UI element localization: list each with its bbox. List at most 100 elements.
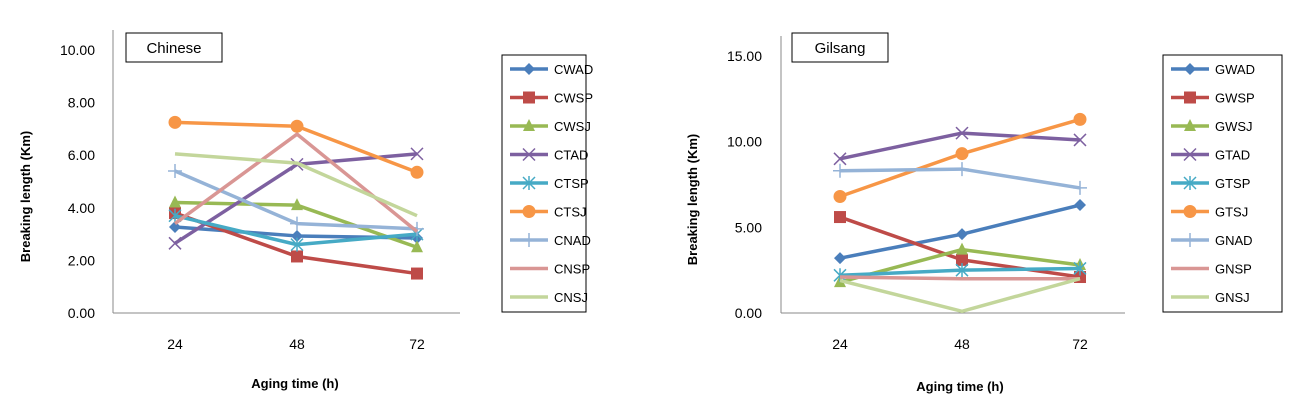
series-cnsj xyxy=(174,152,418,218)
legend-marker xyxy=(1183,147,1197,162)
legend-marker xyxy=(522,205,536,218)
legend-marker xyxy=(522,147,536,162)
data-point-marker xyxy=(956,242,968,255)
data-point-marker xyxy=(169,220,181,233)
chart-gilsang: 0.00 5.00 10.00 15.00 24 48 72 Aging time (h) Br… xyxy=(685,32,1283,394)
data-point-marker xyxy=(169,195,181,208)
x-tick-label: 48 xyxy=(289,336,305,352)
y-tick-label: 10.00 xyxy=(60,42,95,58)
data-point-marker xyxy=(291,198,303,211)
data-point-marker xyxy=(411,267,423,280)
data-point-marker xyxy=(1073,133,1087,147)
y-tick-label: 15.00 xyxy=(727,48,762,64)
legend-marker xyxy=(1183,233,1197,247)
legend-item: CWAD xyxy=(510,62,593,77)
legend-label: GTAD xyxy=(1215,148,1250,163)
x-tick-label: 24 xyxy=(167,336,183,352)
chart-title-box xyxy=(125,32,223,63)
data-point-marker xyxy=(291,229,303,242)
x-axis-title: Aging time (h) xyxy=(916,379,1003,394)
series-cnad xyxy=(168,163,424,236)
legend-marker xyxy=(1184,63,1196,75)
legend-label: CTSJ xyxy=(554,205,587,220)
chart-title-box xyxy=(791,32,889,63)
series-gnad xyxy=(833,162,1087,195)
series-gwad xyxy=(834,199,1086,265)
legend-label: CWSJ xyxy=(554,119,591,134)
legend-marker xyxy=(522,176,536,190)
y-axis-title: Breaking length (Km) xyxy=(685,134,700,265)
legend-item: CNSP xyxy=(510,262,590,277)
legend-marker xyxy=(523,63,535,75)
legend-marker xyxy=(1184,91,1196,104)
legend-marker xyxy=(1183,176,1197,190)
y-tick-label: 8.00 xyxy=(68,95,95,111)
legend-item: GWSJ xyxy=(1171,119,1253,134)
x-tick-label: 72 xyxy=(409,336,425,352)
data-point-marker xyxy=(410,147,424,161)
series-gtsj xyxy=(833,112,1087,203)
data-point-marker xyxy=(168,236,182,250)
data-point-marker xyxy=(955,126,969,140)
y-tick-label: 5.00 xyxy=(735,219,762,235)
legend-item: CTSP xyxy=(510,176,589,191)
data-point-marker xyxy=(956,228,968,241)
y-tick-label: 4.00 xyxy=(68,200,95,216)
x-tick-label: 24 xyxy=(832,336,848,352)
legend-item: CNAD xyxy=(510,233,591,248)
legend: GWAD GWSP GWSJ GTAD GTSP GTSJ GNAD GNSP GNSJ xyxy=(1162,54,1283,313)
chart-title: Chinese xyxy=(146,40,201,57)
series-cnsp xyxy=(173,132,419,233)
legend-label: CTAD xyxy=(554,148,588,163)
legend-item: CWSP xyxy=(510,91,593,106)
data-point-marker xyxy=(834,211,846,224)
legend-item: GNAD xyxy=(1171,233,1253,248)
legend-item: GTAD xyxy=(1171,148,1250,163)
legend-marker xyxy=(1183,205,1197,218)
legend-label: GNSP xyxy=(1215,262,1252,277)
legend-item: GWSP xyxy=(1171,91,1255,106)
series-line xyxy=(173,132,419,233)
legend-label: GTSJ xyxy=(1215,205,1248,220)
legend-marker xyxy=(523,91,535,104)
chart-chinese: 0.00 2.00 4.00 6.00 8.00 10.00 24 48 72 Aging tim… xyxy=(18,30,593,391)
legend-marker xyxy=(1184,119,1196,131)
x-axis-title: Aging time (h) xyxy=(251,376,338,391)
legend-item: CWSJ xyxy=(510,119,591,134)
series-gnsj xyxy=(839,277,1081,314)
data-point-marker xyxy=(955,147,969,161)
series-gtsp xyxy=(833,261,1087,283)
data-point-marker xyxy=(411,240,423,253)
legend-item: CTSJ xyxy=(510,205,587,220)
series-line xyxy=(839,275,1080,281)
legend-label: CNSJ xyxy=(554,290,588,305)
legend-label: GNAD xyxy=(1215,233,1253,248)
legend-item: CTAD xyxy=(510,148,588,163)
series-line xyxy=(839,277,1081,314)
legend-marker xyxy=(523,119,535,131)
legend-label: GWSJ xyxy=(1215,119,1253,134)
legend-label: CTSP xyxy=(554,176,589,191)
legend-label: GWAD xyxy=(1215,62,1255,77)
data-point-marker xyxy=(955,263,969,278)
series-ctsj xyxy=(168,115,424,179)
y-tick-label: 2.00 xyxy=(68,252,95,268)
data-point-marker xyxy=(290,119,304,133)
data-point-marker xyxy=(955,162,969,177)
data-point-marker xyxy=(833,268,847,283)
data-point-marker xyxy=(834,252,846,265)
data-point-marker xyxy=(956,253,968,266)
legend-item: GNSP xyxy=(1171,262,1252,277)
legend-item: GTSP xyxy=(1171,176,1250,191)
y-tick-label: 0.00 xyxy=(735,305,762,321)
legend-marker xyxy=(522,233,536,247)
y-tick-label: 6.00 xyxy=(68,147,95,163)
legend-item: CNSJ xyxy=(510,290,588,305)
series-cwsj xyxy=(169,195,423,253)
chart-title: Gilsang xyxy=(815,40,866,57)
y-tick-label: 10.00 xyxy=(727,134,762,150)
y-tick-label: 0.00 xyxy=(68,305,95,321)
data-point-marker xyxy=(410,165,424,179)
series-line xyxy=(174,152,418,218)
